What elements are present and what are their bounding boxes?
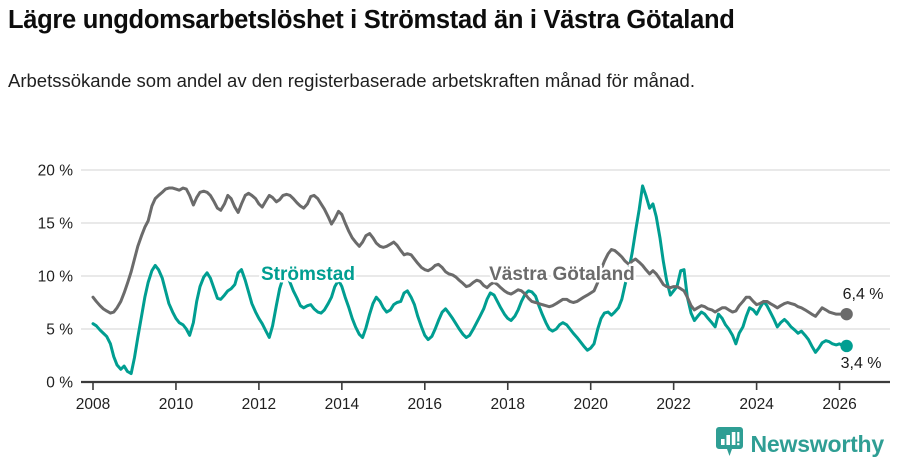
x-axis-tick-labels: 2008 2010 2012 2014 2016 2018 2020 2022 2024 2026 bbox=[76, 396, 857, 413]
y-axis-tick-label: 10 % bbox=[38, 269, 74, 286]
x-axis-tick-label: 2020 bbox=[573, 396, 608, 413]
x-axis-tick-label: 2024 bbox=[739, 396, 774, 413]
series-label-halo: Västra Götaland bbox=[489, 264, 635, 285]
x-axis-tick-label: 2010 bbox=[159, 396, 194, 413]
series-label: Västra Götaland bbox=[489, 264, 635, 285]
x-axis-tick-label: 2018 bbox=[491, 396, 525, 413]
x-axis-tick-label: 2022 bbox=[656, 396, 690, 413]
series-line bbox=[91, 184, 849, 376]
end-value-label-halo: 6,4 % bbox=[843, 286, 884, 303]
page-title: Lägre ungdomsarbetslöshet i Strömstad än… bbox=[8, 6, 735, 34]
newsworthy-logo[interactable]: Newsworthy bbox=[715, 427, 885, 462]
gridlines bbox=[81, 169, 890, 384]
chart-plot-area: 0 % 5 % 10 % 15 % 20 % 2008 2010 2012 2014 2016 2… bbox=[0, 140, 900, 425]
series-line bbox=[91, 186, 849, 318]
series-end-marker bbox=[840, 339, 853, 353]
series-label-halo: Strömstad bbox=[261, 264, 355, 285]
chart-footer: Newsworthy bbox=[0, 426, 900, 466]
x-axis-tick-label: 2026 bbox=[822, 396, 856, 413]
series-end-marker bbox=[840, 307, 853, 321]
newsworthy-bar-chart-bubble-icon bbox=[715, 427, 743, 462]
x-axis-tick-label: 2016 bbox=[408, 396, 442, 413]
end-value-label: 6,4 % bbox=[843, 286, 884, 303]
y-axis-tick-label: 20 % bbox=[38, 163, 74, 180]
end-value-label: 3,4 % bbox=[841, 355, 882, 372]
series-label: Strömstad bbox=[261, 264, 355, 285]
data-series bbox=[91, 184, 853, 376]
x-axis-tick-label: 2008 bbox=[76, 396, 110, 413]
end-value-label-halo: 3,4 % bbox=[841, 355, 882, 372]
chart-subtitle: Arbetssökande som andel av den registerb… bbox=[8, 70, 695, 91]
line-chart-svg: 0 %5 %10 %15 %20 % 2008 2010 2012 2014 2016 2… bbox=[38, 163, 890, 413]
y-axis-tick-labels: 0 % 5 % 10 % 15 % 20 % bbox=[38, 163, 74, 392]
x-axis-tick-label: 2014 bbox=[325, 396, 360, 413]
y-axis-tick-label: 5 % bbox=[46, 322, 73, 339]
y-axis-tick-label: 0 % bbox=[46, 375, 73, 392]
series-end-value-labels: 6,4 %6,4 %3,4 %3,4 % bbox=[838, 284, 885, 374]
x-axis bbox=[92, 382, 841, 390]
x-axis-tick-label: 2012 bbox=[242, 396, 276, 413]
newsworthy-wordmark: Newsworthy bbox=[750, 431, 885, 457]
y-axis-tick-label: 15 % bbox=[38, 216, 74, 233]
